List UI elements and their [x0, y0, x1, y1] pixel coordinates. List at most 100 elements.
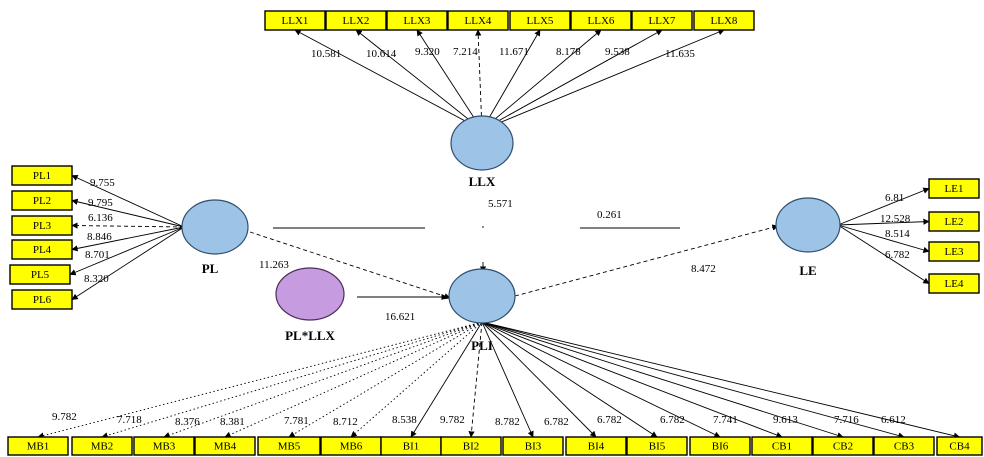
indicator-bi1: BI1 [380, 436, 442, 456]
indicator-box-cb4 [936, 436, 983, 456]
indicator-bi3: BI3 [502, 436, 564, 456]
loading-arrow-le2 [837, 218, 930, 226]
path-coef-pl-pli: 11.263 [259, 259, 289, 271]
indicator-box-pl1 [11, 165, 73, 186]
construct-pli-circle [448, 268, 516, 324]
loading-value-le3: 8.514 [885, 228, 910, 240]
indicator-box-pl3 [11, 215, 73, 236]
indicator-box-llx4 [447, 10, 509, 31]
construct-plxllx-label: PL*LLX [285, 328, 335, 343]
indicator-bi4: BI4 [565, 436, 627, 456]
loading-value-le1: 6.81 [885, 192, 904, 204]
loading-value-bi5: 6.782 [597, 414, 622, 426]
loading-value-cb4: 6.612 [881, 414, 906, 426]
indicator-cb2: CB2 [812, 436, 874, 456]
indicator-cb3: CB3 [873, 436, 935, 456]
indicator-box-bi5 [626, 436, 688, 456]
indicator-label-llx8: LLX8 [711, 15, 738, 27]
loading-value-pl6: 8.320 [84, 273, 109, 285]
indicator-box-llx7 [631, 10, 693, 31]
structural-paths [249, 224, 779, 301]
indicator-box-bi2 [440, 436, 502, 456]
indicator-label-pl1: PL1 [33, 170, 51, 182]
indicator-label-bi1: BI1 [403, 441, 420, 453]
construct-le-circle [775, 197, 841, 253]
path-coef-pl-le: 0.261 [597, 209, 622, 221]
indicator-bi6: BI6 [689, 436, 751, 456]
indicator-label-cb4: CB4 [949, 441, 970, 453]
indicator-label-cb3: CB3 [894, 441, 915, 453]
loading-value-cb2: 9.613 [773, 414, 798, 426]
loading-arrow-pl4 [71, 226, 185, 252]
indicator-box-mb4 [194, 436, 256, 456]
loading-arrow-mb1 [37, 321, 483, 439]
indicator-box-llx5 [509, 10, 571, 31]
loading-value-cb1: 7.741 [713, 414, 738, 426]
loading-value-pl5: 8.701 [85, 249, 110, 261]
indicator-label-bi2: BI2 [463, 441, 480, 453]
indicator-label-llx3: LLX3 [404, 15, 431, 27]
loading-arrow-pl6 [71, 226, 185, 300]
construct-llx-label: LLX [469, 174, 496, 189]
indicator-box-cb3 [873, 436, 935, 456]
indicator-box-llx3 [386, 10, 448, 31]
indicator-mb3: MB3 [133, 436, 195, 456]
indicator-label-pl5: PL5 [31, 269, 50, 281]
loading-value-mb5: 7.781 [284, 415, 309, 427]
loading-arrow-mb4 [224, 321, 483, 438]
indicator-label-le3: LE3 [945, 246, 964, 258]
indicator-box-bi3 [502, 436, 564, 456]
loading-arrow-llx7 [481, 29, 663, 131]
indicator-pl2: PL2 [11, 190, 73, 211]
indicator-box-le4 [928, 273, 980, 294]
loading-arrow-llx3 [416, 29, 483, 131]
indicator-label-mb6: MB6 [340, 441, 363, 453]
indicator-label-bi6: BI6 [712, 441, 729, 453]
indicator-box-mb2 [71, 436, 133, 456]
indicator-llx6: LLX6 [570, 10, 632, 31]
indicator-pl1: PL1 [11, 165, 73, 186]
loading-value-llx2: 10.614 [366, 48, 397, 60]
loading-value-mb2: 7.718 [117, 414, 142, 426]
indicator-box-pl5 [9, 264, 71, 285]
construct-llx-circle [450, 115, 514, 171]
construct-le-label: LE [799, 263, 816, 278]
indicator-label-llx5: LLX5 [527, 15, 554, 27]
loading-value-mb6: 8.712 [333, 416, 358, 428]
loading-arrow-mb6 [350, 321, 483, 438]
indicator-box-llx2 [325, 10, 387, 31]
construct-pl-label: PL [202, 261, 219, 276]
indicator-label-llx2: LLX2 [343, 15, 370, 27]
loading-arrow-pl3 [71, 222, 185, 229]
indicator-pl5: PL5 [9, 264, 71, 285]
indicator-le2: LE2 [928, 211, 980, 232]
indicator-box-bi4 [565, 436, 627, 456]
loading-arrow-cb1 [481, 321, 783, 438]
construct-pli-label: PLI [471, 338, 493, 353]
loading-value-mb4: 8.381 [220, 416, 245, 428]
indicator-label-pl4: PL4 [33, 244, 52, 256]
loading-value-bi1: 8.538 [392, 414, 417, 426]
indicator-box-llx6 [570, 10, 632, 31]
path-pl-to-pli [249, 231, 451, 300]
loading-arrow-le3 [837, 224, 930, 253]
loading-arrow-bi6 [481, 321, 721, 438]
indicator-box-cb1 [751, 436, 813, 456]
indicator-label-mb5: MB5 [278, 441, 301, 453]
loading-value-bi6: 6.782 [660, 414, 685, 426]
indicator-mb6: MB6 [320, 436, 382, 456]
path-coef-pli-le: 8.472 [691, 263, 716, 275]
indicator-box-pl2 [11, 190, 73, 211]
indicator-label-le1: LE1 [945, 183, 964, 195]
loading-arrow-bi2 [468, 321, 483, 438]
indicator-box-llx1 [264, 10, 326, 31]
loading-arrow-bi4 [481, 321, 597, 438]
loading-value-pl4: 8.846 [87, 231, 112, 243]
loading-value-mb1: 9.782 [52, 411, 77, 423]
indicator-pl3: PL3 [11, 215, 73, 236]
indicator-label-pl3: PL3 [33, 220, 52, 232]
loading-value-bi2: 9.782 [440, 414, 465, 426]
indicator-label-llx4: LLX4 [465, 15, 492, 27]
indicator-pl4: PL4 [11, 239, 73, 260]
